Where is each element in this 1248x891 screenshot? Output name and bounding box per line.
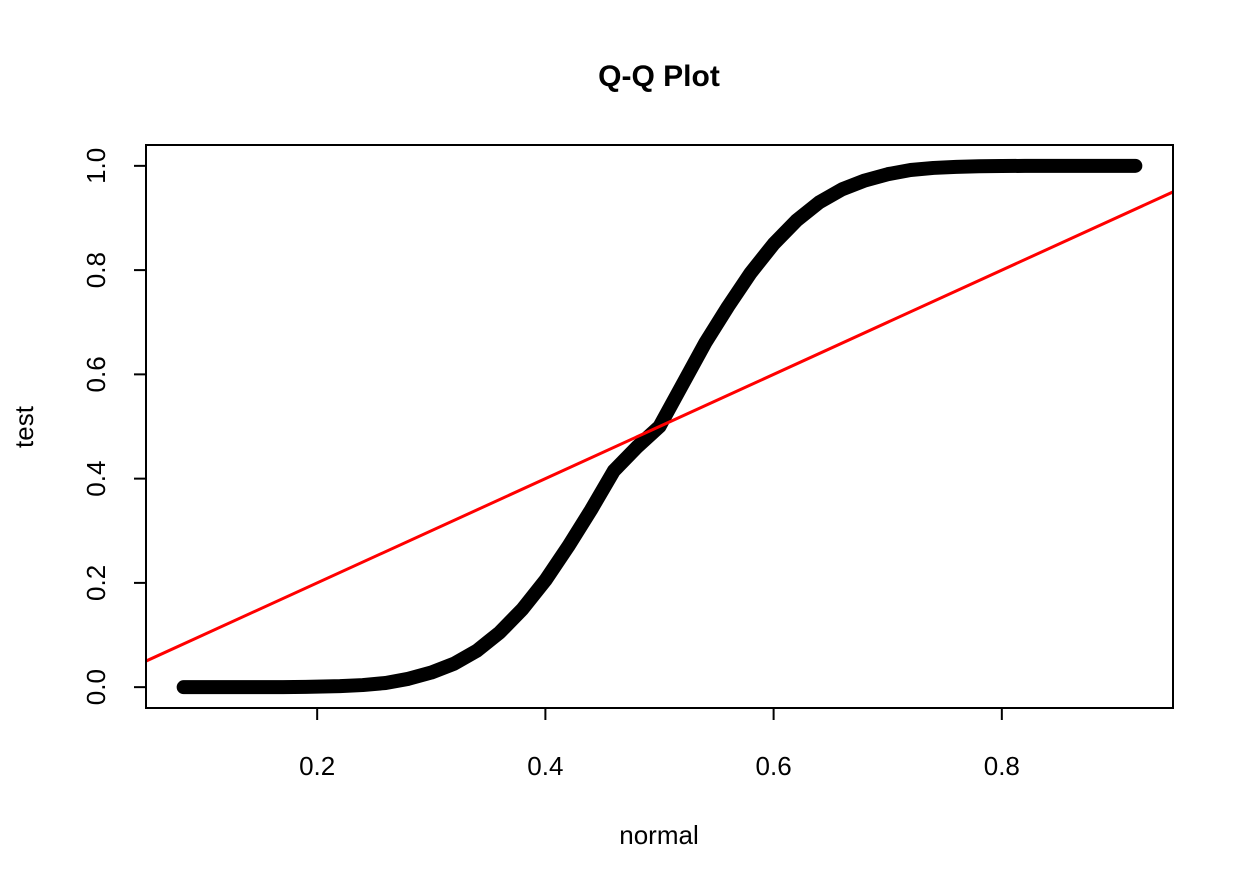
y-axis-label: test bbox=[9, 405, 39, 448]
chart-title: Q-Q Plot bbox=[598, 60, 720, 93]
y-tick-label: 0.4 bbox=[81, 461, 111, 497]
x-axis-label: normal bbox=[619, 820, 698, 850]
y-tick-label: 0.0 bbox=[81, 669, 111, 705]
x-tick-label: 0.6 bbox=[756, 751, 792, 781]
reference-line-layer bbox=[146, 190, 1173, 663]
y-tick-label: 0.6 bbox=[81, 356, 111, 392]
x-tick-label: 0.2 bbox=[299, 751, 335, 781]
y-tick-label: 0.2 bbox=[81, 565, 111, 601]
x-axis: 0.2 0.4 0.6 0.8 bbox=[299, 708, 1020, 781]
x-tick-label: 0.8 bbox=[984, 751, 1020, 781]
reference-line bbox=[146, 190, 1173, 663]
x-tick-label: 0.4 bbox=[527, 751, 563, 781]
plot-frame bbox=[145, 144, 1174, 709]
y-axis: 0.0 0.2 0.4 0.6 0.8 1.0 bbox=[81, 148, 146, 705]
y-tick-label: 1.0 bbox=[81, 148, 111, 184]
y-tick-label: 0.8 bbox=[81, 252, 111, 288]
